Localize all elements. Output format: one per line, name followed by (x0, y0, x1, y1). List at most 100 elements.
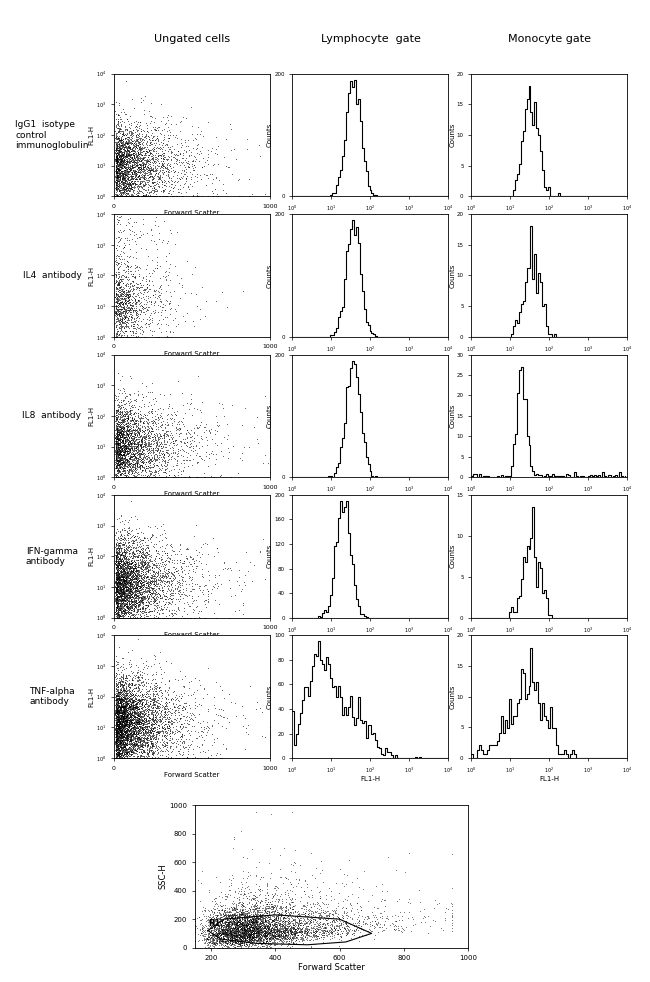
Point (112, 216, 122, 232)
Point (231, 917, 241, 933)
Point (148, 694, 159, 710)
Point (120, 702, 131, 718)
Point (117, 146, 127, 162)
Point (215, 906, 226, 922)
Point (135, 726, 145, 741)
Point (226, 914, 237, 930)
Point (150, 160, 161, 176)
Point (188, 157, 199, 173)
Point (112, 741, 122, 757)
Point (276, 923, 286, 939)
Point (229, 937, 239, 953)
Point (118, 537, 128, 553)
Point (140, 469, 150, 485)
Point (119, 294, 129, 309)
Point (225, 922, 235, 938)
Point (146, 452, 157, 467)
Point (127, 135, 137, 150)
Point (232, 920, 242, 936)
Point (147, 733, 157, 748)
Point (149, 444, 159, 460)
Point (122, 189, 133, 204)
Point (120, 442, 131, 458)
Point (116, 699, 126, 715)
Point (138, 439, 148, 455)
Point (248, 932, 259, 948)
Point (119, 582, 129, 598)
Point (264, 926, 274, 942)
Point (155, 436, 165, 452)
Point (235, 904, 246, 920)
Point (124, 436, 135, 452)
Point (111, 425, 121, 441)
Point (120, 130, 131, 145)
Point (237, 925, 248, 941)
Point (213, 926, 223, 942)
Point (247, 929, 257, 945)
Point (111, 148, 122, 164)
Point (124, 329, 135, 345)
Point (140, 720, 150, 736)
Point (204, 422, 214, 438)
Point (176, 132, 187, 147)
Point (116, 694, 126, 710)
Point (166, 573, 177, 589)
Point (123, 411, 133, 427)
Point (116, 169, 127, 185)
Point (270, 932, 281, 948)
Point (134, 568, 144, 583)
Point (115, 714, 125, 730)
Point (122, 184, 132, 199)
Point (111, 732, 122, 747)
Point (112, 133, 123, 148)
Point (228, 910, 239, 926)
Point (144, 728, 155, 743)
Point (122, 678, 133, 693)
Point (260, 924, 270, 940)
Point (155, 436, 166, 452)
Point (326, 914, 337, 930)
Point (239, 926, 249, 942)
Point (278, 933, 288, 949)
Point (123, 414, 133, 430)
Point (114, 698, 125, 714)
Point (114, 570, 124, 585)
Point (128, 741, 138, 757)
Point (126, 578, 136, 594)
Point (116, 176, 127, 191)
Point (146, 297, 157, 312)
Point (117, 576, 127, 592)
Point (119, 735, 129, 750)
Point (115, 750, 125, 766)
Point (260, 913, 270, 929)
Point (126, 731, 136, 746)
Point (255, 913, 266, 929)
Point (112, 598, 122, 614)
Point (235, 937, 245, 953)
Point (116, 720, 126, 736)
Point (156, 416, 166, 432)
Point (116, 581, 126, 597)
Point (258, 927, 268, 943)
Point (214, 467, 225, 483)
Point (112, 721, 122, 736)
Point (157, 458, 167, 473)
Point (140, 713, 151, 729)
Point (235, 908, 245, 924)
Point (263, 896, 273, 911)
Point (153, 464, 163, 479)
Point (165, 586, 176, 602)
Point (116, 421, 126, 437)
Point (111, 714, 121, 730)
Point (230, 916, 240, 932)
Point (224, 926, 235, 942)
Point (337, 893, 348, 908)
Point (285, 921, 296, 937)
Point (114, 596, 125, 612)
Point (151, 608, 162, 624)
Point (124, 694, 134, 710)
Point (231, 929, 241, 945)
Point (112, 413, 123, 429)
Point (126, 610, 136, 626)
Point (157, 132, 168, 147)
